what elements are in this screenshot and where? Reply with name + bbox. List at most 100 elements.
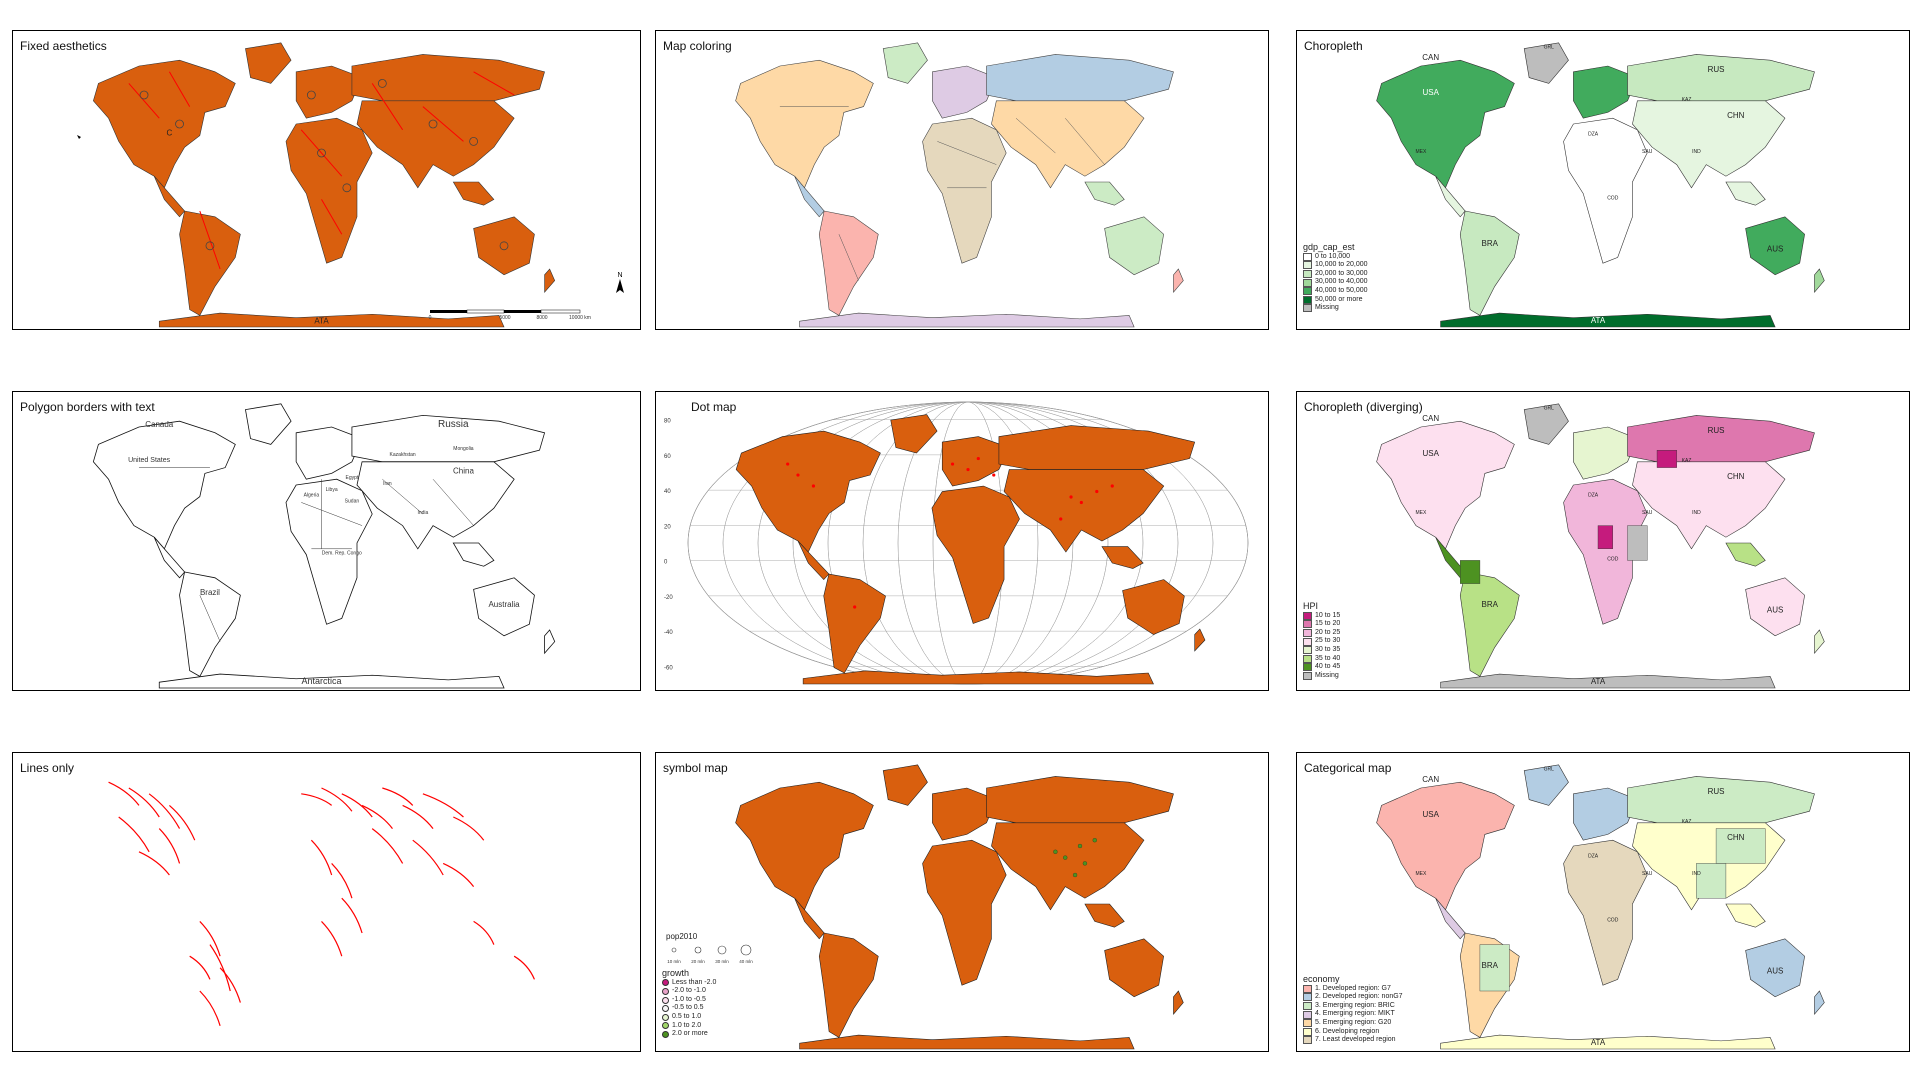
legend-swatch	[1303, 252, 1312, 261]
legend-label: 6. Developing region	[1315, 1027, 1380, 1035]
river-line	[331, 862, 353, 899]
country-russia	[1628, 415, 1815, 461]
city-symbol	[1063, 855, 1068, 860]
city-dot	[1059, 517, 1063, 521]
river-line	[382, 787, 414, 806]
legend-item: 10,000 to 20,000	[1303, 261, 1368, 270]
legend-label: 15 to 20	[1315, 620, 1341, 628]
city-symbol	[205, 241, 215, 251]
panel-lines-only: Lines only	[12, 752, 641, 1052]
country-name-label: Iran	[383, 481, 392, 487]
land-layer	[1377, 404, 1825, 688]
legend-swatch	[662, 1005, 669, 1013]
legend-item: 1. Developed region: G7	[1303, 985, 1403, 994]
country-code-label: USA	[1422, 88, 1439, 97]
rivers-layer	[108, 781, 535, 1026]
country-code-label: GRL	[1544, 45, 1555, 51]
legend-item: 7. Least developed region	[1303, 1036, 1403, 1045]
country-europe	[296, 66, 362, 118]
scale-bar	[430, 309, 581, 314]
country-europe	[932, 788, 996, 840]
country-code-label: KAZ	[1682, 458, 1692, 464]
country-seAsia	[1085, 182, 1124, 205]
country-code-label: CAN	[1422, 775, 1439, 784]
country-code-label: COD	[1607, 556, 1619, 562]
panel-fixed-aesthetics: Fixed aesthetics C ATA 0 5000 8000 10000 km N	[12, 30, 641, 330]
river-line	[341, 897, 363, 934]
city-dot	[796, 473, 800, 477]
legend-swatch	[662, 979, 669, 987]
legend-swatch	[662, 987, 669, 995]
city-symbol	[139, 90, 149, 100]
size-legend-label: 30 mln	[715, 959, 729, 964]
latitude-label: -60	[664, 665, 673, 671]
country-greenland	[883, 765, 927, 806]
legend-label: -1.0 to -0.5	[672, 995, 706, 1003]
world-map: C ATA 0 5000 8000 10000 km N	[77, 31, 624, 329]
panel-polygon-borders-text: Polygon borders with text Canada Russia Un…	[12, 391, 641, 691]
city-symbol	[1082, 861, 1088, 866]
country-northAmerica	[736, 60, 874, 188]
river-line	[199, 210, 221, 270]
legend-item: -1.0 to -0.5	[662, 996, 716, 1005]
legend-item: 0.5 to 1.0	[662, 1013, 716, 1022]
land-layer	[736, 765, 1184, 1049]
country-australia	[1105, 217, 1164, 275]
land-layer	[93, 43, 554, 327]
world-map: CANGRLUSARUSKAZCHNINDBRAAUSATAMEXDZASAUC…	[1297, 31, 1909, 329]
legend-label: 1. Developed region: G7	[1315, 984, 1391, 992]
legend-label: 3. Emerging region: BRIC	[1315, 1001, 1395, 1009]
legend-label: 30 to 35	[1315, 645, 1341, 653]
country-code-label: DZA	[1588, 493, 1599, 499]
river-line	[371, 828, 404, 864]
city-symbol	[1072, 872, 1078, 878]
country-antarctica	[800, 313, 1135, 327]
country-code-label: GRL	[1544, 406, 1555, 412]
world-map	[108, 781, 535, 1026]
river-line	[158, 828, 181, 864]
legend-label: 20,000 to 30,000	[1315, 269, 1368, 277]
country-code-label: RUS	[1708, 787, 1725, 796]
country-antarctica	[159, 313, 504, 327]
legend-item: 40,000 to 50,000	[1303, 287, 1368, 296]
country-europe	[932, 66, 996, 118]
legend-item: 6. Developing region	[1303, 1028, 1403, 1037]
country-newZealand	[545, 269, 555, 292]
country-greenland	[1524, 765, 1568, 806]
scale-label: 0	[429, 315, 432, 321]
country-name-label: United States	[128, 457, 171, 464]
legend-label: 5. Emerging region: G20	[1315, 1018, 1392, 1026]
land-layer	[736, 415, 1205, 684]
legend-swatch	[1303, 1036, 1312, 1045]
economy-legend: economy 1. Developed region: G7 2. Develop…	[1303, 975, 1403, 1045]
gdp-legend: gdp_cap_est 0 to 10,000 10,000 to 20,000 20…	[1303, 243, 1368, 313]
legend-item: -2.0 to -1.0	[662, 987, 716, 996]
country-centralAmerica	[795, 176, 825, 217]
island-shape	[77, 135, 81, 139]
panel-choropleth-diverging: Choropleth (diverging) CAN GRL USA RUS KAZ CH…	[1296, 391, 1910, 691]
legend-swatch	[1303, 1010, 1312, 1019]
country-patch	[1597, 525, 1613, 550]
city-symbol	[342, 183, 352, 193]
country-name-label: Antarctica	[301, 676, 341, 686]
legend-item: 25 to 30	[1303, 637, 1340, 646]
country-asia	[357, 101, 514, 188]
legend-label: 40,000 to 50,000	[1315, 286, 1368, 294]
legend-swatch	[1303, 261, 1312, 270]
country-code-label: IND	[1692, 149, 1701, 155]
legend-item: 5. Emerging region: G20	[1303, 1019, 1403, 1028]
size-legend-symbol	[671, 947, 677, 953]
map-label: ATA	[314, 317, 329, 326]
city-symbol	[1053, 849, 1058, 854]
country-northAmerica	[93, 60, 235, 188]
country-code-label: ATA	[1591, 1038, 1606, 1047]
country-southAmerica	[1460, 211, 1519, 315]
country-code-label: RUS	[1708, 65, 1725, 74]
panel-title: Polygon borders with text	[20, 400, 155, 414]
country-code-label: BRA	[1482, 239, 1499, 248]
country-patch	[1715, 828, 1766, 864]
river-line	[341, 793, 373, 818]
country-name-label: Algeria	[304, 493, 320, 499]
country-patch	[1460, 560, 1481, 584]
country-name-label: Russia	[438, 419, 469, 430]
